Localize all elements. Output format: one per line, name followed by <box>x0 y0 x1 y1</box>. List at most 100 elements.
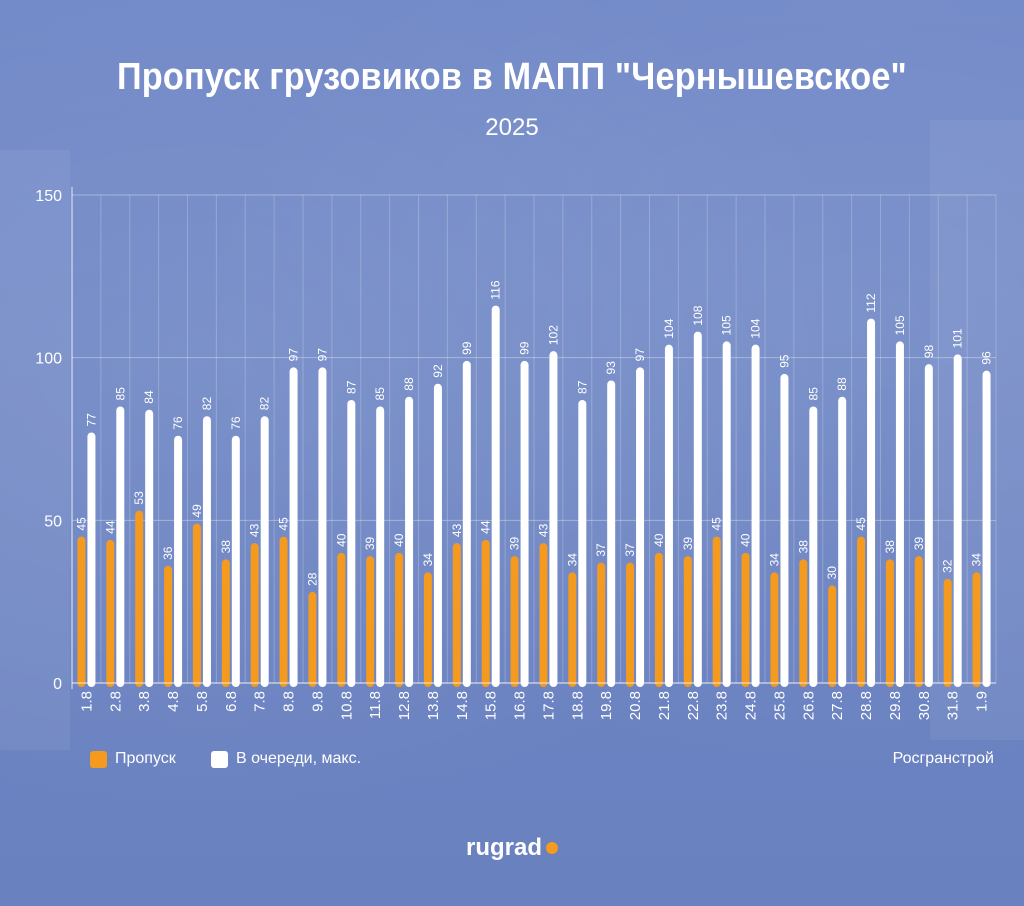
x-tick-label: 24.8 <box>743 691 760 720</box>
bar-passed <box>654 552 663 687</box>
x-tick-label: 26.8 <box>800 691 817 720</box>
bar-passed <box>395 552 404 687</box>
bar-queue <box>838 396 847 687</box>
data-label-queue: 101 <box>951 328 965 348</box>
bar-passed <box>250 543 259 687</box>
x-tick-label: 16.8 <box>512 691 529 720</box>
x-tick-label: 14.8 <box>454 691 471 720</box>
bar-queue <box>953 354 962 687</box>
bar-passed <box>366 556 375 687</box>
data-label-passed: 43 <box>536 523 550 537</box>
data-label-passed: 45 <box>710 517 724 531</box>
data-label-passed: 38 <box>796 540 810 554</box>
bar-passed <box>308 591 317 687</box>
bar-passed <box>799 559 808 687</box>
data-label-passed: 44 <box>479 520 493 534</box>
data-label-queue: 105 <box>893 315 907 335</box>
data-label-queue: 88 <box>835 377 849 391</box>
bar-passed <box>597 562 606 687</box>
data-label-queue: 108 <box>691 305 705 325</box>
data-label-passed: 38 <box>883 540 897 554</box>
legend-swatch-passed <box>90 750 107 768</box>
data-label-queue: 104 <box>662 318 676 338</box>
data-label-queue: 85 <box>806 387 820 401</box>
bar-passed <box>828 585 837 687</box>
bar-passed <box>423 572 432 687</box>
data-label-passed: 45 <box>74 517 88 531</box>
bar-passed <box>683 556 692 687</box>
x-tick-label: 15.8 <box>483 691 500 720</box>
data-label-queue: 112 <box>864 293 878 312</box>
data-label-queue: 85 <box>113 387 127 401</box>
x-tick-label: 1.8 <box>78 691 95 712</box>
data-label-passed: 36 <box>161 546 175 560</box>
bar-passed <box>77 536 86 687</box>
data-label-queue: 84 <box>142 390 156 404</box>
data-label-passed: 34 <box>565 553 579 567</box>
x-tick-label: 6.8 <box>223 691 240 712</box>
x-tick-label: 13.8 <box>425 691 442 720</box>
x-tick-label: 19.8 <box>598 691 615 720</box>
x-tick-label: 7.8 <box>252 691 269 712</box>
x-tick-label: 21.8 <box>656 691 673 720</box>
bar-queue <box>607 380 616 687</box>
x-tick-label: 27.8 <box>829 691 846 720</box>
bar-queue <box>491 305 500 687</box>
bar-queue <box>751 344 760 687</box>
x-tick-label: 28.8 <box>858 691 875 720</box>
chart-title: Пропуск грузовиков в МАПП "Чернышевское" <box>117 56 907 98</box>
bar-queue <box>289 367 298 687</box>
bar-passed <box>221 559 230 687</box>
data-label-queue: 85 <box>373 387 387 401</box>
data-label-queue: 97 <box>633 348 647 362</box>
x-tick-label: 11.8 <box>367 691 384 719</box>
bar-passed <box>192 523 201 687</box>
bar-passed <box>914 556 923 687</box>
data-label-queue: 97 <box>315 348 329 362</box>
data-label-passed: 37 <box>623 543 637 557</box>
bar-queue <box>376 406 385 687</box>
data-label-passed: 49 <box>190 504 204 518</box>
y-tick-label: 50 <box>44 513 62 530</box>
bar-queue <box>174 435 183 687</box>
bar-passed <box>106 539 115 687</box>
bar-queue <box>867 318 876 687</box>
x-tick-label: 10.8 <box>338 691 355 720</box>
data-label-passed: 32 <box>941 559 955 573</box>
bar-queue <box>664 344 673 687</box>
bar-passed <box>626 562 635 687</box>
bar-passed <box>741 552 750 687</box>
bar-queue <box>578 399 587 687</box>
bar-passed <box>712 536 721 687</box>
data-label-queue: 76 <box>171 416 185 430</box>
x-tick-label: 3.8 <box>136 691 153 712</box>
bar-queue <box>462 360 471 687</box>
data-label-queue: 87 <box>344 380 358 394</box>
bar-passed <box>885 559 894 687</box>
bar-queue <box>202 416 211 687</box>
y-tick-label: 150 <box>35 188 62 205</box>
data-label-passed: 44 <box>103 520 117 534</box>
bar-queue <box>433 383 442 687</box>
x-tick-label: 25.8 <box>771 691 788 720</box>
bar-queue <box>520 360 529 687</box>
bar-passed <box>857 536 866 687</box>
logo-dot-icon <box>546 842 558 854</box>
logo-text: rugrad <box>465 834 542 861</box>
x-tick-label: 17.8 <box>540 691 557 720</box>
bar-passed <box>481 539 490 687</box>
data-label-passed: 40 <box>334 533 348 547</box>
bar-queue <box>693 331 702 687</box>
bar-passed <box>972 572 981 687</box>
bar-passed <box>279 536 288 687</box>
x-tick-label: 30.8 <box>916 691 933 720</box>
x-tick-label: 8.8 <box>281 691 298 712</box>
x-tick-label: 2.8 <box>107 691 124 712</box>
data-label-queue: 82 <box>258 397 272 411</box>
source-label: Росгранстрой <box>892 750 994 767</box>
bar-passed <box>510 556 519 687</box>
logo: rugrad <box>0 834 1024 862</box>
background-shape <box>0 150 70 750</box>
bar-queue <box>87 432 96 687</box>
bar-queue <box>895 341 904 687</box>
